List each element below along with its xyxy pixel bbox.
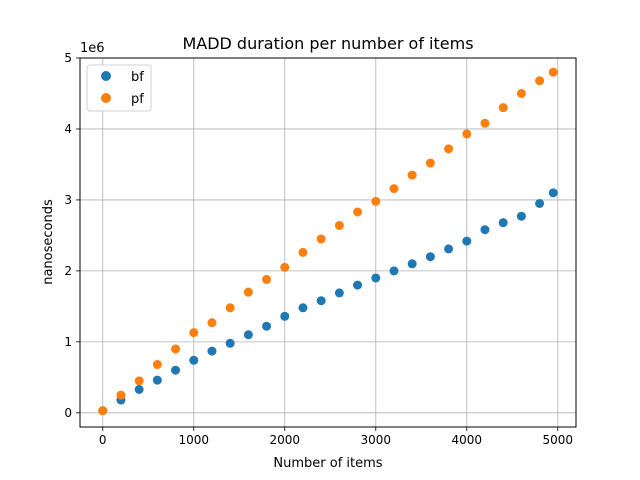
- x-tick-label: 3000: [361, 433, 392, 447]
- data-point-pf: [407, 170, 417, 180]
- data-point-bf: [152, 375, 162, 385]
- legend-marker-pf: [101, 93, 111, 103]
- y-tick-label: 4: [64, 122, 72, 136]
- data-point-bf: [444, 244, 454, 254]
- data-point-pf: [152, 360, 162, 370]
- data-point-pf: [498, 103, 508, 113]
- x-tick-label: 0: [99, 433, 107, 447]
- data-point-pf: [334, 220, 344, 230]
- data-point-pf: [134, 376, 144, 386]
- data-point-pf: [243, 287, 253, 297]
- x-tick-label: 4000: [452, 433, 483, 447]
- grid: [80, 57, 576, 427]
- data-point-pf: [189, 328, 199, 338]
- x-tick-label: 1000: [178, 433, 209, 447]
- data-point-pf: [116, 390, 126, 400]
- data-point-pf: [316, 234, 326, 244]
- y-tick-label: 0: [64, 406, 72, 420]
- y-axis-label: nanoseconds: [41, 199, 56, 285]
- data-point-bf: [189, 355, 199, 365]
- legend: bf pf: [86, 64, 152, 112]
- data-point-pf: [425, 158, 435, 168]
- data-point-pf: [535, 76, 545, 86]
- data-point-pf: [353, 207, 363, 217]
- data-point-pf: [462, 129, 472, 139]
- data-point-bf: [298, 303, 308, 313]
- data-point-pf: [280, 262, 290, 272]
- data-point-pf: [516, 88, 526, 98]
- legend-marker-bf: [101, 71, 111, 81]
- y-tick-label: 5: [64, 51, 72, 65]
- data-point-bf: [207, 346, 217, 356]
- data-points: [98, 67, 558, 416]
- data-point-bf: [425, 252, 435, 262]
- data-point-bf: [516, 211, 526, 221]
- data-point-pf: [207, 318, 217, 328]
- y-tick-label: 1: [64, 335, 72, 349]
- x-axis-ticks: 0 1000 2000 3000 4000 5000: [99, 427, 573, 447]
- data-point-pf: [548, 67, 558, 77]
- plot-frame: [79, 57, 577, 428]
- data-point-bf: [498, 218, 508, 228]
- data-point-bf: [171, 365, 181, 375]
- series-pf: [98, 67, 558, 416]
- data-point-bf: [262, 321, 272, 331]
- data-point-bf: [225, 338, 235, 348]
- data-point-bf: [371, 273, 381, 283]
- data-point-pf: [225, 303, 235, 313]
- y-tick-label: 3: [64, 193, 72, 207]
- legend-label-bf: bf: [131, 70, 144, 85]
- y-offset-label: 1e6: [80, 41, 105, 56]
- data-point-pf: [371, 196, 381, 206]
- data-point-bf: [480, 225, 490, 235]
- data-point-bf: [389, 266, 399, 276]
- data-point-pf: [262, 274, 272, 284]
- data-point-bf: [334, 288, 344, 298]
- data-point-bf: [548, 188, 558, 198]
- data-point-pf: [298, 247, 308, 257]
- legend-label-pf: pf: [131, 92, 144, 107]
- data-point-bf: [243, 330, 253, 340]
- data-point-pf: [444, 144, 454, 154]
- chart-title: MADD duration per number of items: [182, 34, 473, 53]
- x-axis-label: Number of items: [273, 456, 382, 471]
- y-axis-ticks: 0 1 2 3 4 5: [64, 51, 80, 420]
- data-point-bf: [462, 236, 472, 246]
- data-point-bf: [280, 311, 290, 321]
- x-tick-label: 5000: [543, 433, 574, 447]
- data-point-bf: [316, 296, 326, 306]
- data-point-bf: [407, 259, 417, 269]
- data-point-pf: [171, 344, 181, 354]
- data-point-pf: [389, 184, 399, 194]
- y-tick-label: 2: [64, 264, 72, 278]
- data-point-bf: [353, 280, 363, 290]
- data-point-bf: [535, 198, 545, 208]
- data-point-pf: [98, 406, 108, 416]
- data-point-bf: [134, 384, 144, 394]
- x-tick-label: 2000: [269, 433, 300, 447]
- data-point-pf: [480, 118, 490, 128]
